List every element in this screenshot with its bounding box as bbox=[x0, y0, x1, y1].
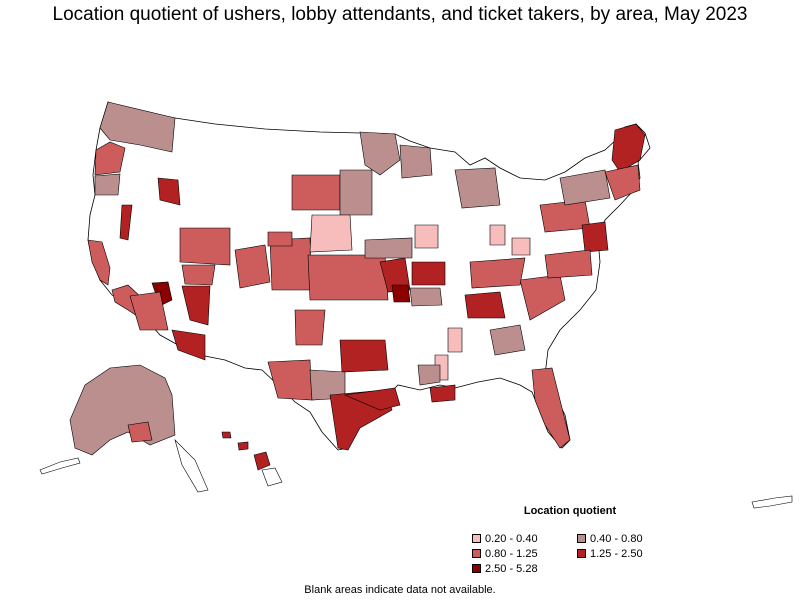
alaska-south bbox=[127, 421, 153, 443]
area-idaho-east bbox=[157, 177, 181, 206]
legend-item-4: 2.50 - 5.28 bbox=[472, 563, 577, 575]
area-south-dakota-west bbox=[291, 174, 341, 211]
puerto-rico bbox=[751, 495, 793, 509]
area-missouri bbox=[364, 237, 413, 259]
area-georgia bbox=[489, 324, 526, 356]
legend-swatch-0 bbox=[472, 534, 481, 543]
area-kentucky bbox=[469, 257, 526, 289]
area-texas-north bbox=[339, 339, 389, 373]
hawaii-2 bbox=[261, 467, 283, 487]
area-illinois bbox=[414, 224, 439, 249]
alaska-islands bbox=[39, 457, 81, 475]
area-minnesota bbox=[359, 131, 401, 176]
legend-swatch-1 bbox=[577, 534, 586, 543]
alaska-panhandle bbox=[174, 438, 209, 493]
legend-title: Location quotient bbox=[523, 505, 617, 517]
area-utah-northeast bbox=[179, 227, 231, 266]
area-nevada-north bbox=[119, 204, 133, 241]
area-florida-peninsula bbox=[531, 367, 571, 449]
legend-item-3: 1.25 - 2.50 bbox=[577, 548, 682, 560]
area-texas-gulf-2 bbox=[343, 387, 401, 411]
legend-label-1: 0.40 - 0.80 bbox=[590, 532, 643, 545]
area-colorado-west bbox=[234, 244, 271, 289]
legend-label-3: 1.25 - 2.50 bbox=[590, 547, 643, 560]
legend-swatch-3 bbox=[577, 549, 586, 558]
area-indiana bbox=[489, 224, 506, 246]
area-texas-west bbox=[267, 359, 313, 401]
area-northwest-oregon bbox=[94, 141, 126, 176]
area-arizona-central bbox=[129, 291, 169, 331]
area-north-dakota bbox=[339, 169, 373, 216]
legend: 0.20 - 0.40 0.40 - 0.80 0.80 - 1.25 1.25… bbox=[472, 531, 682, 576]
area-wyoming-south bbox=[267, 231, 293, 247]
area-louisiana bbox=[417, 364, 441, 386]
legend-swatch-4 bbox=[472, 564, 481, 573]
area-oregon-southwest bbox=[94, 173, 121, 196]
hawaii bbox=[221, 431, 271, 471]
area-missouri-south bbox=[409, 287, 443, 307]
legend-label-4: 2.50 - 5.28 bbox=[485, 562, 538, 575]
area-kansas bbox=[307, 254, 389, 301]
area-mississippi-north bbox=[447, 327, 463, 353]
legend-item-0: 0.20 - 0.40 bbox=[472, 533, 577, 545]
map-title: Location quotient of ushers, lobby atten… bbox=[52, 4, 748, 25]
area-california-coast bbox=[87, 239, 111, 286]
area-wisconsin bbox=[399, 144, 433, 179]
area-florida-panhandle bbox=[429, 384, 456, 403]
legend-label-0: 0.20 - 0.40 bbox=[485, 532, 538, 545]
area-maine bbox=[611, 123, 646, 173]
area-new-mexico-east bbox=[294, 309, 326, 346]
area-new-england bbox=[604, 164, 641, 201]
area-utah-south bbox=[181, 264, 216, 286]
area-mid-atlantic bbox=[581, 221, 609, 253]
area-arizona-north bbox=[181, 285, 211, 326]
area-tennessee bbox=[464, 291, 506, 319]
legend-swatch-2 bbox=[472, 549, 481, 558]
area-iowa-west bbox=[309, 214, 353, 253]
area-new-york bbox=[559, 169, 611, 206]
legend-item-2: 0.80 - 1.25 bbox=[472, 548, 577, 560]
legend-item-1: 0.40 - 0.80 bbox=[577, 533, 682, 545]
area-michigan bbox=[454, 167, 501, 209]
area-washington bbox=[99, 101, 176, 153]
area-missouri-east bbox=[411, 261, 446, 286]
area-arizona-south bbox=[171, 329, 206, 361]
area-carolinas bbox=[519, 274, 566, 321]
alaska bbox=[69, 364, 176, 456]
area-virginia bbox=[544, 249, 593, 279]
area-oklahoma-arkansas bbox=[391, 284, 411, 303]
legend-label-2: 0.80 - 1.25 bbox=[485, 547, 538, 560]
footnote: Blank areas indicate data not available. bbox=[304, 584, 496, 596]
area-ohio bbox=[511, 237, 531, 256]
